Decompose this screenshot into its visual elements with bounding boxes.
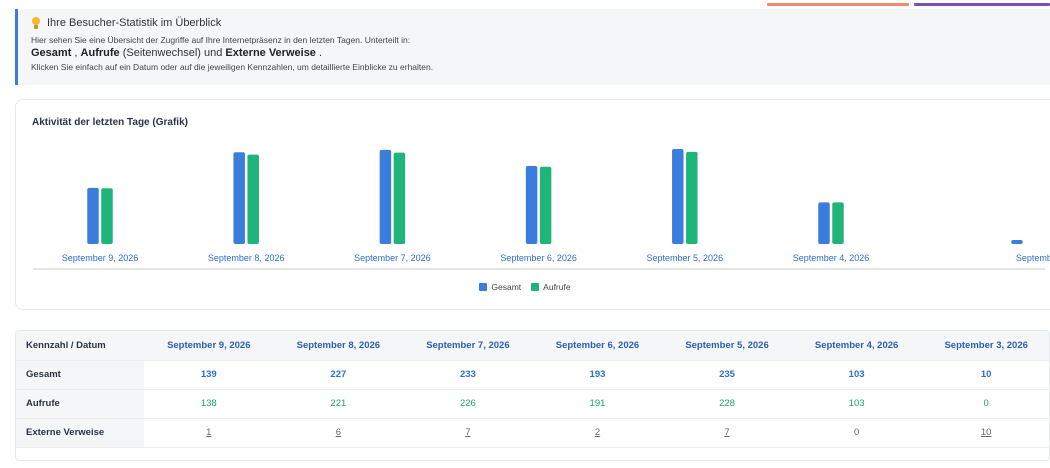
table-cell[interactable]: 227 <box>273 360 404 390</box>
table-cell[interactable]: 221 <box>273 389 404 419</box>
table-cell[interactable]: 191 <box>532 389 663 419</box>
x-tick-label[interactable]: September 3, 2026 <box>1016 253 1050 263</box>
stats-table-container: Kennzahl / Datum September 9, 2026 Septemb… <box>15 330 1050 461</box>
table-cell: 7 <box>403 418 533 448</box>
table-cell[interactable]: 0 <box>921 389 1049 419</box>
term-separator: , <box>71 47 81 59</box>
info-title-row: Ihre Besucher-Statistik im Überblick <box>31 15 1050 31</box>
x-tick-label[interactable]: September 5, 2026 <box>647 253 724 263</box>
bar-chart: September 9, 2026 September 8, 2026 Septem… <box>33 149 1050 270</box>
cell-value: 0 <box>853 427 860 438</box>
bar-gesamt-2[interactable] <box>379 149 392 244</box>
term-total: Gesamt <box>31 47 72 59</box>
table-cell: 1 <box>144 418 274 448</box>
bar-aufrufe-1[interactable] <box>247 154 259 244</box>
stats-table: Kennzahl / Datum September 9, 2026 Septemb… <box>16 331 1049 448</box>
bar-aufrufe-2[interactable] <box>393 152 406 244</box>
date-column-header[interactable]: September 6, 2026 <box>532 331 663 361</box>
date-column-header[interactable]: September 4, 2026 <box>791 331 922 361</box>
table-cell[interactable]: 10 <box>921 360 1049 390</box>
date-column-header[interactable]: September 9, 2026 <box>144 331 274 361</box>
lightbulb-icon <box>31 16 41 30</box>
table-cell: 7 <box>662 418 792 448</box>
table-cell[interactable]: 233 <box>403 360 533 390</box>
x-tick-label[interactable]: September 4, 2026 <box>793 253 870 263</box>
chart-legend: Gesamt Aufrufe <box>0 282 1050 292</box>
term-external: Externe Verweise <box>225 47 316 59</box>
x-tick-label[interactable]: September 7, 2026 <box>354 253 431 263</box>
table-cell: 6 <box>273 418 404 448</box>
bar-aufrufe-4[interactable] <box>686 151 698 244</box>
row-label: Gesamt <box>16 360 144 390</box>
bar-gesamt-3[interactable] <box>525 165 538 244</box>
table-cell: 10 <box>921 418 1049 448</box>
table-cell[interactable]: 235 <box>662 360 792 390</box>
date-column-header[interactable]: September 7, 2026 <box>403 331 533 361</box>
bar-gesamt-6[interactable] <box>1011 239 1023 244</box>
table-cell[interactable]: 103 <box>791 389 922 419</box>
row-label: Externe Verweise <box>16 418 144 448</box>
bar-gesamt-4[interactable] <box>672 149 684 244</box>
legend-swatch <box>531 283 540 291</box>
views-note: (Seitenwechsel) und <box>119 47 226 59</box>
table-cell[interactable]: 226 <box>403 389 533 419</box>
legend-item-aufrufe[interactable]: Aufrufe <box>531 282 571 292</box>
x-tick-label[interactable]: September 8, 2026 <box>208 253 285 263</box>
table-cell[interactable]: 228 <box>662 389 792 419</box>
term-views: Aufrufe <box>80 47 120 59</box>
bar-gesamt-1[interactable] <box>233 152 245 244</box>
bar-aufrufe-5[interactable] <box>832 202 844 244</box>
table-cell[interactable]: 103 <box>791 360 922 390</box>
table-row-gesamt: Gesamt 139 227 233 193 235 103 10 <box>16 360 1049 390</box>
info-terms: Gesamt , Aufrufe (Seitenwechsel) und Ext… <box>31 46 1050 60</box>
top-tab-strip <box>0 0 1050 8</box>
info-box: Ihre Besucher-Statistik im Überblick Hie… <box>15 9 1050 85</box>
table-cell: 0 <box>791 418 922 448</box>
external-referrer-link[interactable]: 10 <box>980 427 992 438</box>
external-referrer-link[interactable]: 7 <box>724 427 730 438</box>
table-row-aufrufe: Aufrufe 138 221 226 191 228 103 0 <box>16 389 1049 419</box>
table-corner-header: Kennzahl / Datum <box>16 331 144 361</box>
table-cell[interactable]: 193 <box>532 360 663 390</box>
row-label: Aufrufe <box>16 389 144 419</box>
x-tick-label[interactable]: September 9, 2026 <box>62 253 139 263</box>
x-tick-label[interactable]: September 6, 2026 <box>500 253 577 263</box>
table-cell[interactable]: 138 <box>144 389 274 419</box>
info-description: Hier sehen Sie eine Übersicht der Zugrif… <box>31 35 411 45</box>
external-referrer-link[interactable]: 6 <box>335 427 341 438</box>
date-column-header[interactable]: September 5, 2026 <box>662 331 792 361</box>
chart-title: Aktivität der letzten Tage (Grafik) <box>32 117 188 128</box>
table-row-extern: Externe Verweise 1 6 7 2 7 0 10 <box>16 418 1049 448</box>
tab-indicator-purple[interactable] <box>914 3 1050 6</box>
table-header-row: Kennzahl / Datum September 9, 2026 Septemb… <box>16 331 1049 361</box>
bar-aufrufe-0[interactable] <box>101 188 113 244</box>
info-hint: Klicken Sie einfach auf ein Datum oder a… <box>31 62 434 72</box>
date-column-header[interactable]: September 8, 2026 <box>273 331 404 361</box>
legend-label: Gesamt <box>491 282 522 292</box>
date-column-header[interactable]: September 3, 2026 <box>921 331 1049 361</box>
table-cell[interactable]: 139 <box>144 360 274 390</box>
bar-gesamt-0[interactable] <box>87 187 99 244</box>
term-end: . <box>315 47 323 59</box>
legend-item-gesamt[interactable]: Gesamt <box>479 282 521 292</box>
info-title: Ihre Besucher-Statistik im Überblick <box>47 17 222 29</box>
tab-indicator-orange[interactable] <box>767 3 909 6</box>
legend-swatch <box>479 283 488 291</box>
external-referrer-link[interactable]: 2 <box>594 427 601 438</box>
external-referrer-link[interactable]: 7 <box>465 427 471 438</box>
external-referrer-link[interactable]: 1 <box>206 427 212 438</box>
bar-aufrufe-3[interactable] <box>539 166 552 244</box>
bar-gesamt-5[interactable] <box>818 202 830 244</box>
table-cell: 2 <box>532 418 663 448</box>
legend-label: Aufrufe <box>543 282 571 292</box>
